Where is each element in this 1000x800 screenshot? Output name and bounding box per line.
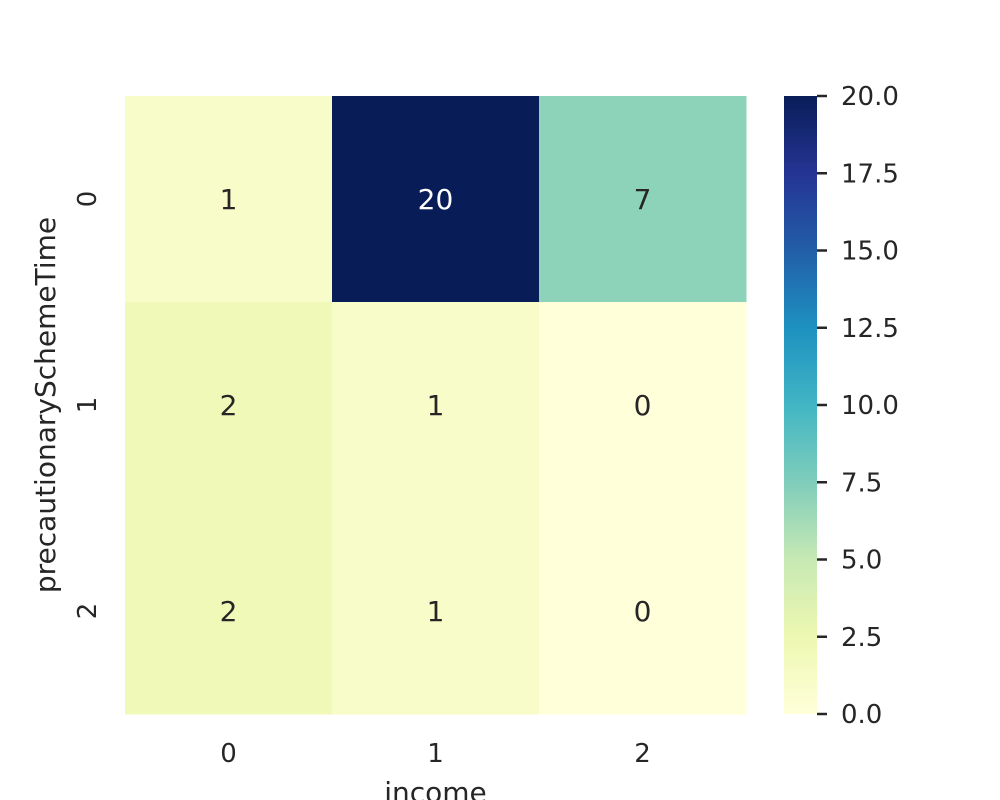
cell-annotation: 2 [220, 595, 238, 628]
cell-annotation: 1 [427, 389, 445, 422]
heatmap-cells: 1 20 7 2 1 0 2 1 0 [125, 96, 747, 715]
x-tick-label: 2 [634, 739, 651, 769]
colorbar-tick-label: 10.0 [841, 391, 899, 421]
colorbar: 0.0 2.5 5.0 7.5 10.0 12.5 15.0 17.5 20.0 [784, 82, 899, 730]
colorbar-tick-label: 5.0 [841, 546, 882, 576]
cell-annotation: 7 [634, 183, 652, 216]
y-tick-label: 1 [73, 397, 103, 414]
cell-annotation: 0 [634, 595, 652, 628]
colorbar-tick-label: 7.5 [841, 468, 882, 498]
heatmap-cell [125, 302, 333, 509]
colorbar-tick-label: 17.5 [841, 159, 899, 189]
cell-annotation: 1 [427, 595, 445, 628]
colorbar-fill [784, 96, 817, 714]
y-tick-label: 0 [73, 191, 103, 208]
colorbar-tick-label: 0.0 [841, 700, 882, 730]
heatmap-cell [539, 96, 747, 303]
heatmap-cell [332, 508, 540, 715]
heatmap-cell [125, 508, 333, 715]
heatmap-cell [332, 302, 540, 509]
heatmap-cell [125, 96, 333, 303]
y-axis-title: precautionarySchemeTime [29, 217, 62, 593]
colorbar-tick-label: 12.5 [841, 314, 899, 344]
colorbar-tick-label: 20.0 [841, 82, 899, 112]
x-axis-ticks: 0 1 2 [220, 739, 651, 769]
heatmap-cell [539, 302, 747, 509]
x-tick-label: 0 [220, 739, 237, 769]
x-axis-title: income [384, 776, 487, 800]
colorbar-tick-label: 15.0 [841, 237, 899, 267]
heatmap-cell [539, 508, 747, 715]
cell-annotation: 1 [220, 183, 238, 216]
y-tick-label: 2 [73, 603, 103, 620]
colorbar-tick-label: 2.5 [841, 623, 882, 653]
cell-annotation: 2 [220, 389, 238, 422]
cell-annotation: 20 [418, 183, 454, 216]
heatmap-cell [332, 96, 540, 303]
x-tick-label: 1 [427, 739, 444, 769]
y-axis-ticks: 0 1 2 [73, 191, 103, 620]
cell-annotation: 0 [634, 389, 652, 422]
